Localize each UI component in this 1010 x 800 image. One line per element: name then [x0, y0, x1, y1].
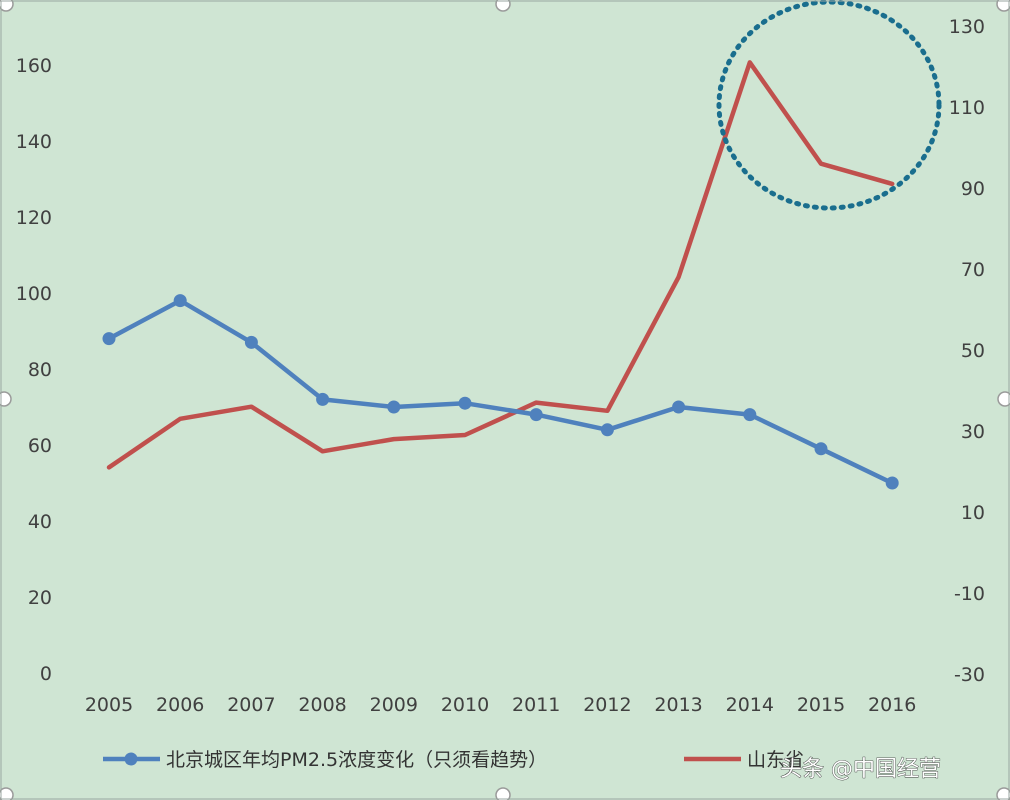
data-point — [458, 396, 472, 410]
right-tick-label: 130 — [949, 16, 985, 38]
right-tick-label: -30 — [954, 664, 985, 686]
data-point — [173, 294, 187, 308]
x-tick-label: 2011 — [512, 694, 560, 716]
right-tick-label: -10 — [954, 583, 985, 605]
data-point — [387, 400, 401, 414]
x-tick-label: 2008 — [298, 694, 346, 716]
series-line-shandong — [106, 60, 895, 470]
left-tick-label: 140 — [16, 131, 52, 153]
x-axis-ticks: 2005 2006 2007 2008 2009 2010 2011 2012 2013 2014… — [85, 694, 917, 716]
resize-handle[interactable] — [996, 787, 1010, 800]
data-point — [743, 408, 757, 422]
legend-label-shandong: 山东省 — [747, 749, 804, 771]
data-point — [672, 400, 686, 414]
data-point — [600, 423, 614, 437]
right-tick-label: 10 — [961, 502, 985, 524]
resize-handle[interactable] — [996, 0, 1010, 12]
data-point — [102, 332, 116, 346]
x-tick-label: 2006 — [156, 694, 204, 716]
left-tick-label: 0 — [40, 663, 52, 685]
left-tick-label: 40 — [28, 511, 52, 533]
x-tick-label: 2009 — [370, 694, 418, 716]
left-tick-label: 120 — [16, 207, 52, 229]
x-tick-label: 2005 — [85, 694, 133, 716]
data-point — [814, 442, 828, 456]
resize-handle[interactable] — [495, 787, 511, 800]
right-axis-ticks: -30 -10 10 30 50 70 90 110 130 — [949, 16, 985, 686]
data-point — [885, 476, 899, 490]
x-tick-label: 2016 — [868, 694, 916, 716]
resize-handle[interactable] — [0, 0, 14, 12]
x-tick-label: 2007 — [227, 694, 275, 716]
dotted-circle-annotation — [716, 0, 942, 211]
left-tick-label: 100 — [16, 283, 52, 305]
left-tick-label: 160 — [16, 55, 52, 77]
watermark-text: 头条 @中国经营 — [780, 757, 941, 782]
left-axis-ticks: 0 20 40 60 80 100 120 140 160 — [16, 55, 52, 685]
left-tick-label: 60 — [28, 435, 52, 457]
resize-handle[interactable] — [0, 787, 14, 800]
data-point — [529, 408, 543, 422]
series-layer — [102, 60, 899, 490]
x-tick-label: 2012 — [583, 694, 631, 716]
series-line-beijing-pm25 — [106, 298, 895, 486]
x-tick-label: 2013 — [654, 694, 702, 716]
legend-label-beijing-pm25: 北京城区年均PM2.5浓度变化（只须看趋势） — [166, 749, 547, 771]
right-tick-label: 30 — [961, 421, 985, 443]
right-tick-label: 90 — [961, 178, 985, 200]
legend-marker — [124, 752, 138, 766]
left-tick-label: 20 — [28, 587, 52, 609]
annotation-layer — [716, 0, 942, 211]
resize-handle[interactable] — [997, 391, 1010, 407]
data-point — [316, 392, 330, 406]
resize-handle[interactable] — [495, 0, 511, 12]
right-tick-label: 50 — [961, 340, 985, 362]
right-tick-label: 70 — [961, 259, 985, 281]
x-tick-label: 2015 — [797, 694, 845, 716]
data-point — [244, 335, 258, 349]
right-tick-label: 110 — [949, 97, 985, 119]
x-tick-label: 2014 — [726, 694, 774, 716]
resize-handle[interactable] — [0, 391, 12, 407]
left-tick-label: 80 — [28, 359, 52, 381]
x-tick-label: 2010 — [441, 694, 489, 716]
